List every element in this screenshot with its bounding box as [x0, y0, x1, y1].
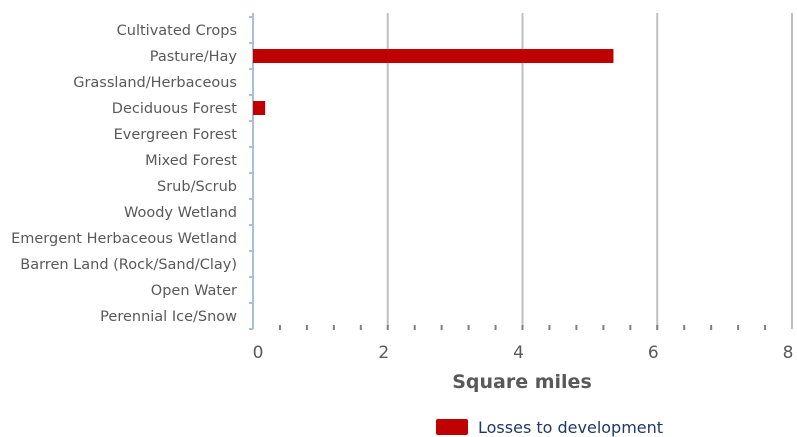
category-label: Cultivated Crops	[117, 23, 237, 39]
bars	[253, 49, 614, 115]
category-label: Emergent Herbaceous Wetland	[11, 231, 237, 247]
category-label: Mixed Forest	[145, 153, 237, 169]
y-axis-ticks	[249, 16, 253, 330]
x-tick-label: 6	[648, 343, 659, 363]
category-label: Barren Land (Rock/Sand/Clay)	[20, 257, 237, 273]
minor-ticks	[278, 325, 767, 330]
x-tick-label: 4	[513, 343, 524, 363]
x-tick-label: 2	[378, 343, 389, 363]
category-labels: Cultivated Crops Pasture/Hay Grassland/Her…	[11, 23, 237, 325]
x-tick-label: 0	[253, 343, 264, 363]
category-label: Open Water	[151, 283, 237, 299]
category-label: Pasture/Hay	[150, 49, 238, 65]
bar	[253, 101, 266, 115]
category-label: Woody Wetland	[124, 205, 237, 221]
legend-label: Losses to development	[478, 418, 663, 437]
category-label: Perennial Ice/Snow	[100, 309, 237, 325]
x-axis-title: Square miles	[452, 371, 592, 393]
x-tick-label: 8	[783, 343, 794, 363]
category-label: Grassland/Herbaceous	[73, 75, 237, 91]
bar	[253, 49, 614, 63]
category-label: Srub/Scrub	[157, 179, 237, 195]
x-tick-labels: 0 2 4 6 8	[253, 343, 794, 363]
category-label: Deciduous Forest	[112, 101, 238, 117]
legend: Losses to development	[436, 418, 663, 437]
gridlines	[386, 13, 793, 329]
category-label: Evergreen Forest	[114, 127, 238, 143]
legend-swatch	[436, 419, 468, 435]
